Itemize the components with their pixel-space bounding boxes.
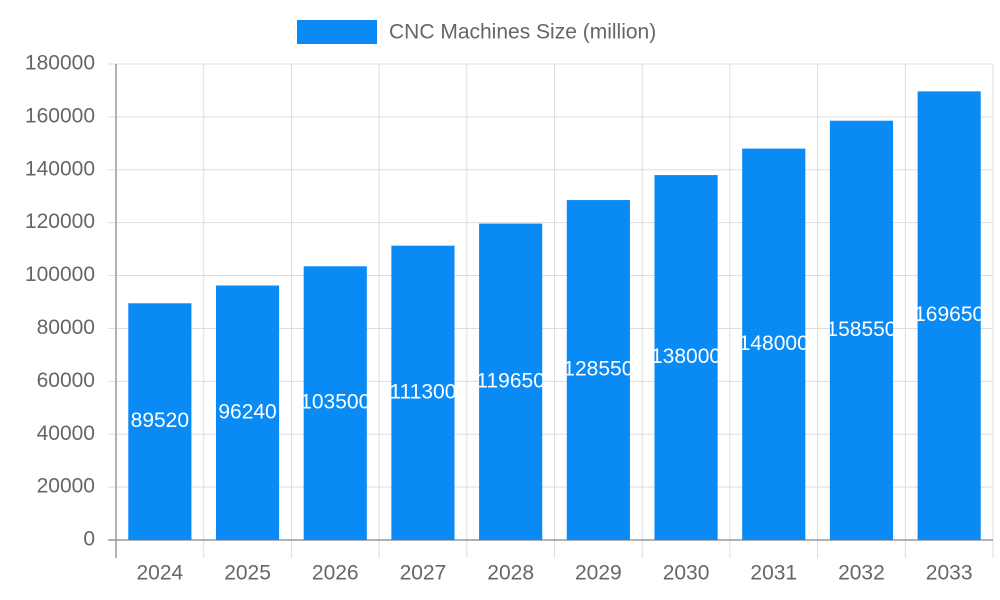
value-label: 96240 xyxy=(218,400,276,423)
legend-swatch xyxy=(297,20,377,44)
y-tick-label: 120000 xyxy=(25,210,95,233)
bar xyxy=(303,266,367,540)
x-tick-label: 2026 xyxy=(312,562,359,585)
y-tick-label: 20000 xyxy=(37,475,95,498)
bar xyxy=(479,223,543,540)
value-label: 89520 xyxy=(131,409,189,432)
y-tick-label: 60000 xyxy=(37,369,95,392)
bar xyxy=(215,285,280,540)
value-label: 111300 xyxy=(389,380,456,403)
value-label: 128550 xyxy=(563,358,633,381)
bar xyxy=(654,175,718,541)
x-tick-label: 2031 xyxy=(750,562,797,585)
y-tick-label: 80000 xyxy=(37,316,95,339)
y-tick-label: 180000 xyxy=(25,52,95,75)
value-label: 158550 xyxy=(826,318,896,341)
x-tick-label: 2027 xyxy=(400,562,447,585)
bar xyxy=(391,245,455,540)
value-label: 103500 xyxy=(300,391,370,414)
x-tick-label: 2029 xyxy=(575,562,622,585)
x-tick-label: 2025 xyxy=(224,562,271,585)
value-label: 148000 xyxy=(739,332,809,355)
bar xyxy=(742,148,806,540)
x-tick-label: 2032 xyxy=(838,562,885,585)
value-label: 169650 xyxy=(914,303,984,326)
legend-label: CNC Machines Size (million) xyxy=(389,21,656,44)
value-label: 138000 xyxy=(651,345,721,368)
bar xyxy=(917,91,981,541)
x-tick-label: 2028 xyxy=(487,562,534,585)
y-tick-label: 0 xyxy=(83,528,95,551)
x-tick-label: 2030 xyxy=(663,562,710,585)
y-tick-label: 140000 xyxy=(25,157,95,180)
y-tick-label: 160000 xyxy=(25,104,95,127)
x-tick-label: 2024 xyxy=(136,562,183,585)
bar xyxy=(566,200,630,540)
bar xyxy=(829,120,894,541)
bar xyxy=(128,303,192,540)
value-label: 119650 xyxy=(476,369,545,392)
y-tick-label: 100000 xyxy=(25,263,95,286)
y-tick-label: 40000 xyxy=(37,422,95,445)
x-tick-label: 2033 xyxy=(926,562,973,585)
